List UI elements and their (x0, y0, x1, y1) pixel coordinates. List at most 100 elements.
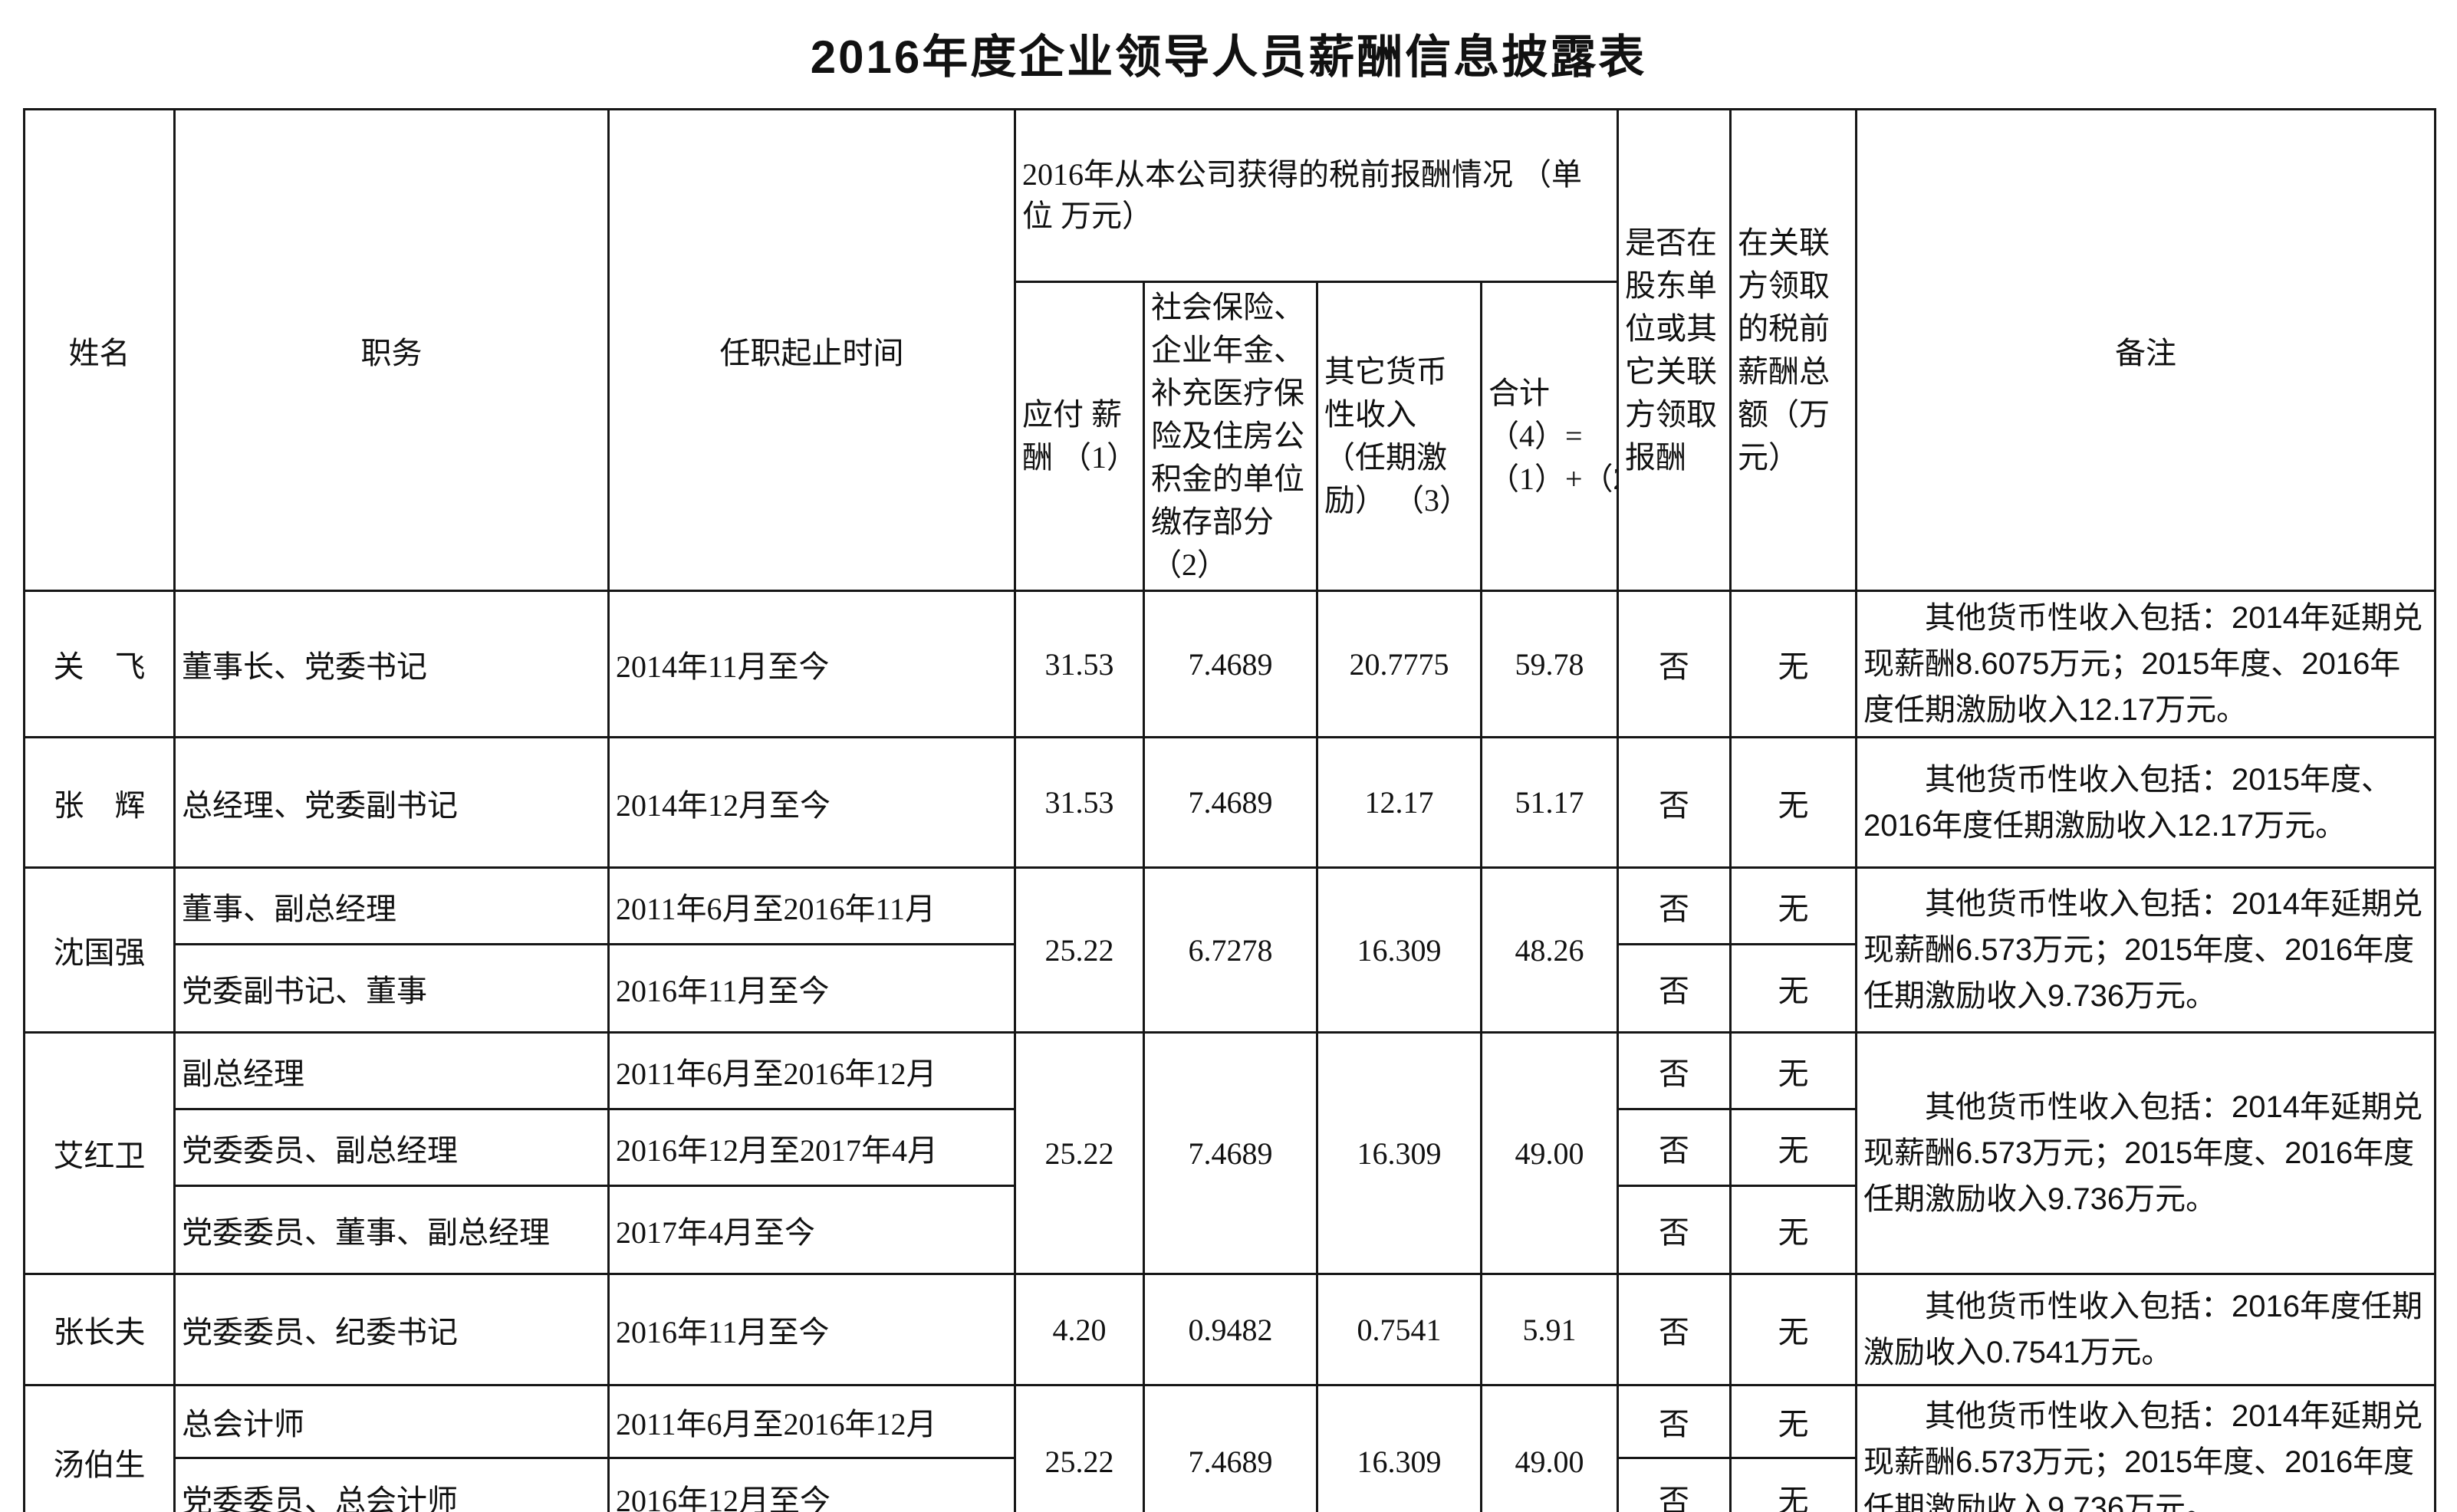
total-cell: 48.26 (1480, 866, 1619, 1034)
insurance-cell: 6.7278 (1143, 866, 1318, 1034)
position-cell: 总会计师 (173, 1384, 610, 1459)
document-title: 2016年度企业领导人员薪酬信息披露表 (810, 31, 1647, 83)
term-cell: 2016年11月至今 (607, 1273, 1016, 1386)
shareholder-cell: 否 (1617, 1108, 1732, 1187)
term-cell: 2014年12月至今 (607, 736, 1016, 869)
shareholder-cell: 否 (1617, 736, 1732, 869)
header-compensation-group: 2016年从本公司获得的税前报酬情况 （单位 万元） (1014, 108, 1619, 283)
position-cell: 党委委员、纪委书记 (173, 1273, 610, 1386)
header-shareholder: 是否在股东单位或其它关联方领取报酬 (1617, 108, 1732, 592)
header-payable: 应付 薪酬 （1） (1014, 281, 1145, 592)
table-row: 汤伯生 总会计师 2011年6月至2016年12月 25.22 7.4689 1… (23, 1384, 2436, 1512)
shareholder-cell: 否 (1617, 1384, 1732, 1459)
shareholder-cell: 否 (1617, 1457, 1732, 1512)
position-cell: 董事、副总经理 (173, 866, 610, 945)
related-cell: 无 (1729, 943, 1857, 1034)
header-other-income: 其它货币性收入（任期激励） （3） (1316, 281, 1482, 592)
term-cell: 2011年6月至2016年12月 (607, 1031, 1016, 1110)
related-cell: 无 (1729, 1185, 1857, 1275)
remark-cell: 其他货币性收入包括：2014年延期兑现薪酬8.6075万元；2015年度、201… (1855, 590, 2436, 738)
salary-disclosure-table: 姓名 职务 任职起止时间 2016年从本公司获得的税前报酬情况 （单位 万元） … (23, 108, 2436, 1512)
other-income-cell: 16.309 (1316, 866, 1482, 1034)
position-cell: 董事长、党委书记 (173, 590, 610, 738)
payable-cell: 25.22 (1014, 1384, 1145, 1512)
related-cell: 无 (1729, 1384, 1857, 1459)
position-cell: 党委委员、副总经理 (173, 1108, 610, 1187)
table-row: 张 辉 总经理、党委副书记 2014年12月至今 31.53 7.4689 12… (23, 736, 2436, 869)
related-cell: 无 (1729, 1031, 1857, 1110)
other-income-cell: 16.309 (1316, 1031, 1482, 1275)
term-cell: 2017年4月至今 (607, 1185, 1016, 1275)
payable-cell: 31.53 (1014, 736, 1145, 869)
header-term: 任职起止时间 (607, 108, 1016, 592)
header-related-party: 在关联方领取的税前薪酬总额（万元） (1729, 108, 1857, 592)
shareholder-cell: 否 (1617, 943, 1732, 1034)
other-income-cell: 12.17 (1316, 736, 1482, 869)
total-cell: 5.91 (1480, 1273, 1619, 1386)
other-income-cell: 0.7541 (1316, 1273, 1482, 1386)
payable-cell: 31.53 (1014, 590, 1145, 738)
name-cell: 关 飞 (23, 590, 176, 738)
other-income-cell: 20.7775 (1316, 590, 1482, 738)
insurance-cell: 7.4689 (1143, 590, 1318, 738)
insurance-cell: 0.9482 (1143, 1273, 1318, 1386)
header-row-sub: 应付 薪酬 （1） 社会保险、企业年金、补充医疗保险及住房公积金的单位缴存部分 … (25, 281, 2436, 592)
shareholder-cell: 否 (1617, 590, 1732, 738)
total-cell: 49.00 (1480, 1384, 1619, 1512)
name-cell: 沈国强 (23, 866, 176, 1034)
related-cell: 无 (1729, 866, 1857, 945)
shareholder-cell: 否 (1617, 1031, 1732, 1110)
header-position: 职务 (173, 108, 610, 592)
remark-cell: 其他货币性收入包括：2016年度任期激励收入0.7541万元。 (1855, 1273, 2436, 1386)
position-cell: 党委副书记、董事 (173, 943, 610, 1034)
shareholder-cell: 否 (1617, 866, 1732, 945)
header-insurance: 社会保险、企业年金、补充医疗保险及住房公积金的单位缴存部分 （2） (1143, 281, 1318, 592)
related-cell: 无 (1729, 736, 1857, 869)
table-row: 关 飞 董事长、党委书记 2014年11月至今 31.53 7.4689 20.… (23, 590, 2436, 738)
name-cell: 张长夫 (23, 1273, 176, 1386)
term-cell: 2014年11月至今 (607, 590, 1016, 738)
term-cell: 2016年11月至今 (607, 943, 1016, 1034)
header-total: 合计 （4）=（1）+（2）+（3） (1480, 281, 1619, 592)
position-cell: 党委委员、总会计师 (173, 1457, 610, 1512)
name-cell: 艾红卫 (23, 1031, 176, 1275)
remark-cell: 其他货币性收入包括：2014年延期兑现薪酬6.573万元；2015年度、2016… (1855, 1384, 2436, 1512)
insurance-cell: 7.4689 (1143, 736, 1318, 869)
header-name: 姓名 (23, 108, 176, 592)
table-row: 党委副书记、董事 2016年11月至今 否 无 (25, 943, 2436, 1034)
total-cell: 49.00 (1480, 1031, 1619, 1275)
term-cell: 2011年6月至2016年12月 (607, 1384, 1016, 1459)
insurance-cell: 7.4689 (1143, 1031, 1318, 1275)
related-cell: 无 (1729, 1273, 1857, 1386)
total-cell: 51.17 (1480, 736, 1619, 869)
related-cell: 无 (1729, 590, 1857, 738)
table-row: 艾红卫 副总经理 2011年6月至2016年12月 25.22 7.4689 1… (23, 1031, 2436, 1275)
payable-cell: 25.22 (1014, 1031, 1145, 1275)
total-cell: 59.78 (1480, 590, 1619, 738)
insurance-cell: 7.4689 (1143, 1384, 1318, 1512)
position-cell: 党委委员、董事、副总经理 (173, 1185, 610, 1275)
table-row: 党委委员、副总经理 2016年12月至2017年4月 否 无 (25, 1108, 2436, 1187)
position-cell: 总经理、党委副书记 (173, 736, 610, 869)
other-income-cell: 16.309 (1316, 1384, 1482, 1512)
table-row: 张长夫 党委委员、纪委书记 2016年11月至今 4.20 0.9482 0.7… (23, 1273, 2436, 1386)
table-row: 党委委员、董事、副总经理 2017年4月至今 否 无 (25, 1185, 2436, 1275)
header-row-top: 姓名 职务 任职起止时间 2016年从本公司获得的税前报酬情况 （单位 万元） … (23, 108, 2436, 592)
term-cell: 2016年12月至今 (607, 1457, 1016, 1512)
shareholder-cell: 否 (1617, 1273, 1732, 1386)
name-cell: 张 辉 (23, 736, 176, 869)
name-cell: 汤伯生 (23, 1384, 176, 1512)
related-cell: 无 (1729, 1457, 1857, 1512)
shareholder-cell: 否 (1617, 1185, 1732, 1275)
table-row: 党委委员、总会计师 2016年12月至今 否 无 (25, 1457, 2436, 1512)
term-cell: 2011年6月至2016年11月 (607, 866, 1016, 945)
related-cell: 无 (1729, 1108, 1857, 1187)
payable-cell: 4.20 (1014, 1273, 1145, 1386)
header-remark: 备注 (1855, 108, 2436, 592)
table-row: 沈国强 董事、副总经理 2011年6月至2016年11月 25.22 6.727… (23, 866, 2436, 1034)
remark-cell: 其他货币性收入包括：2015年度、2016年度任期激励收入12.17万元。 (1855, 736, 2436, 869)
remark-cell: 其他货币性收入包括：2014年延期兑现薪酬6.573万元；2015年度、2016… (1855, 866, 2436, 1034)
payable-cell: 25.22 (1014, 866, 1145, 1034)
term-cell: 2016年12月至2017年4月 (607, 1108, 1016, 1187)
